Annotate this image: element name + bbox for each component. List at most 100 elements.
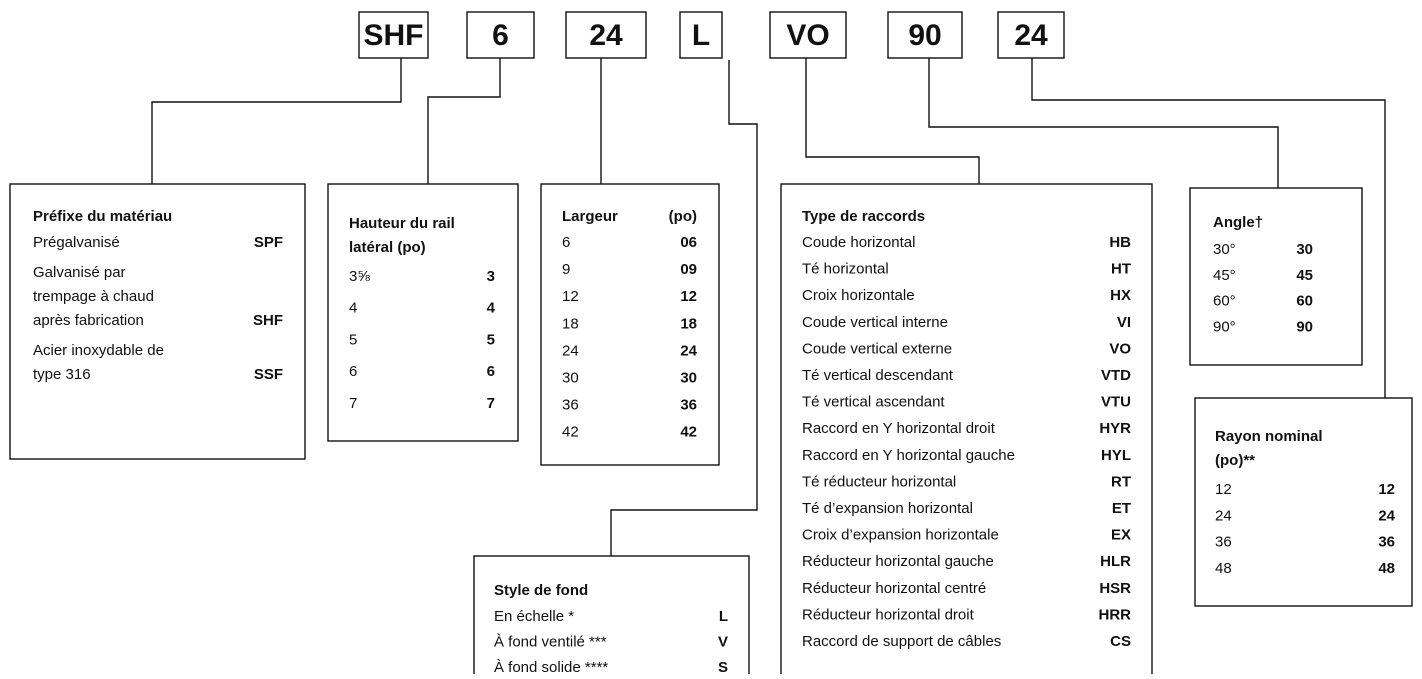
code: 24 xyxy=(1014,19,1048,52)
section-box xyxy=(1189,187,1363,366)
row-label: après fabrication xyxy=(33,312,144,329)
row-code: 5 xyxy=(487,331,495,348)
row-code: HB xyxy=(1109,234,1131,251)
row-code: SPF xyxy=(254,234,283,251)
row-label: Coude vertical interne xyxy=(802,314,948,331)
row-label: Té vertical ascendant xyxy=(802,394,945,411)
row-label: 12 xyxy=(562,288,579,305)
row-label: 6 xyxy=(562,234,570,251)
row-code: VTD xyxy=(1101,367,1131,384)
connectors xyxy=(151,58,1386,556)
row-code: VO xyxy=(1109,340,1131,357)
row-label: 24 xyxy=(1215,507,1232,524)
section-box xyxy=(540,183,720,466)
row-code: S xyxy=(718,659,728,674)
row-code: 48 xyxy=(1378,560,1395,577)
code-box xyxy=(358,11,429,59)
row-label: À fond ventilé *** xyxy=(494,633,607,650)
section-box xyxy=(327,183,519,442)
connector xyxy=(1031,58,1386,398)
code-box xyxy=(466,11,535,59)
code-box xyxy=(887,11,963,59)
row-label: Croix d’expansion horizontale xyxy=(802,527,999,544)
row-code: 30 xyxy=(680,369,697,386)
row-label: 9 xyxy=(562,261,570,278)
row-label: Raccord en Y horizontal gauche xyxy=(802,447,1015,464)
code: L xyxy=(692,19,710,52)
code: SHF xyxy=(364,19,424,52)
row-code: 45 xyxy=(1296,267,1313,284)
row-code: SSF xyxy=(254,366,283,383)
section-box xyxy=(473,555,750,679)
row-code: HYL xyxy=(1101,447,1131,464)
row-label: 48 xyxy=(1215,560,1232,577)
row-code: 36 xyxy=(680,397,697,414)
row-label: 60° xyxy=(1213,293,1236,310)
row-code: ET xyxy=(1112,500,1131,517)
row-code: HSR xyxy=(1099,580,1131,597)
row-code: 09 xyxy=(680,261,697,278)
row-code: 12 xyxy=(1378,481,1395,498)
code-box xyxy=(997,11,1065,59)
row-label: type 316 xyxy=(33,366,91,383)
row-label: Raccord de support de câbles xyxy=(802,633,1001,650)
row-label: 18 xyxy=(562,315,579,332)
row-label: Prégalvanisé xyxy=(33,234,120,251)
section-title: Style de fond xyxy=(494,582,588,599)
row-code: 90 xyxy=(1296,318,1313,335)
connector xyxy=(151,58,402,184)
section-box xyxy=(780,183,1153,679)
row-code: 24 xyxy=(680,342,697,359)
code: VO xyxy=(786,19,829,52)
row-label: 36 xyxy=(562,397,579,414)
row-label: Acier inoxydable de xyxy=(33,342,164,359)
row-label: Coude vertical externe xyxy=(802,340,952,357)
row-code: SHF xyxy=(253,312,283,329)
row-label: 6 xyxy=(349,363,357,380)
row-label: À fond solide **** xyxy=(494,659,608,674)
row-code: 3 xyxy=(487,268,495,285)
row-label: Galvanisé par xyxy=(33,264,126,281)
row-label: Coude horizontal xyxy=(802,234,915,251)
row-label: Réducteur horizontal droit xyxy=(802,606,975,623)
row-label: trempage à chaud xyxy=(33,288,154,305)
row-label: 30° xyxy=(1213,241,1236,258)
row-label: 42 xyxy=(562,424,579,441)
row-label: Té d’expansion horizontal xyxy=(802,500,973,517)
row-code: 7 xyxy=(487,395,495,412)
row-code: V xyxy=(718,633,728,650)
row-code: RT xyxy=(1111,473,1131,490)
code: 90 xyxy=(908,19,941,52)
row-label: En échelle * xyxy=(494,608,574,625)
row-label: 5 xyxy=(349,331,357,348)
connector xyxy=(610,60,758,556)
section-title: Rayon nominal xyxy=(1215,428,1323,445)
row-code: 36 xyxy=(1378,534,1395,551)
row-label: Té horizontal xyxy=(802,261,889,278)
row-label: 12 xyxy=(1215,481,1232,498)
row-label: 24 xyxy=(562,342,579,359)
row-code: HX xyxy=(1110,287,1131,304)
connector xyxy=(928,58,1279,188)
row-label: 90° xyxy=(1213,318,1236,335)
code: 24 xyxy=(589,19,623,52)
row-label: Réducteur horizontal centré xyxy=(802,580,986,597)
connector xyxy=(805,58,980,184)
section-title: Préfixe du matériau xyxy=(33,208,172,225)
connector xyxy=(427,58,501,184)
row-code: VTU xyxy=(1101,394,1131,411)
code: 6 xyxy=(492,19,509,52)
row-code: HT xyxy=(1111,261,1131,278)
row-label: Té réducteur horizontal xyxy=(802,473,956,490)
row-label: 3⅝ xyxy=(349,268,370,285)
row-label: 45° xyxy=(1213,267,1236,284)
row-code: 24 xyxy=(1378,507,1395,524)
code-box xyxy=(679,11,723,59)
code-box xyxy=(769,11,847,59)
section-title: Hauteur du rail xyxy=(349,215,455,232)
row-code: 6 xyxy=(487,363,495,380)
row-code: 18 xyxy=(680,315,697,332)
row-label: Té vertical descendant xyxy=(802,367,954,384)
section-box xyxy=(1194,397,1413,607)
section-title: Angle† xyxy=(1213,214,1263,231)
